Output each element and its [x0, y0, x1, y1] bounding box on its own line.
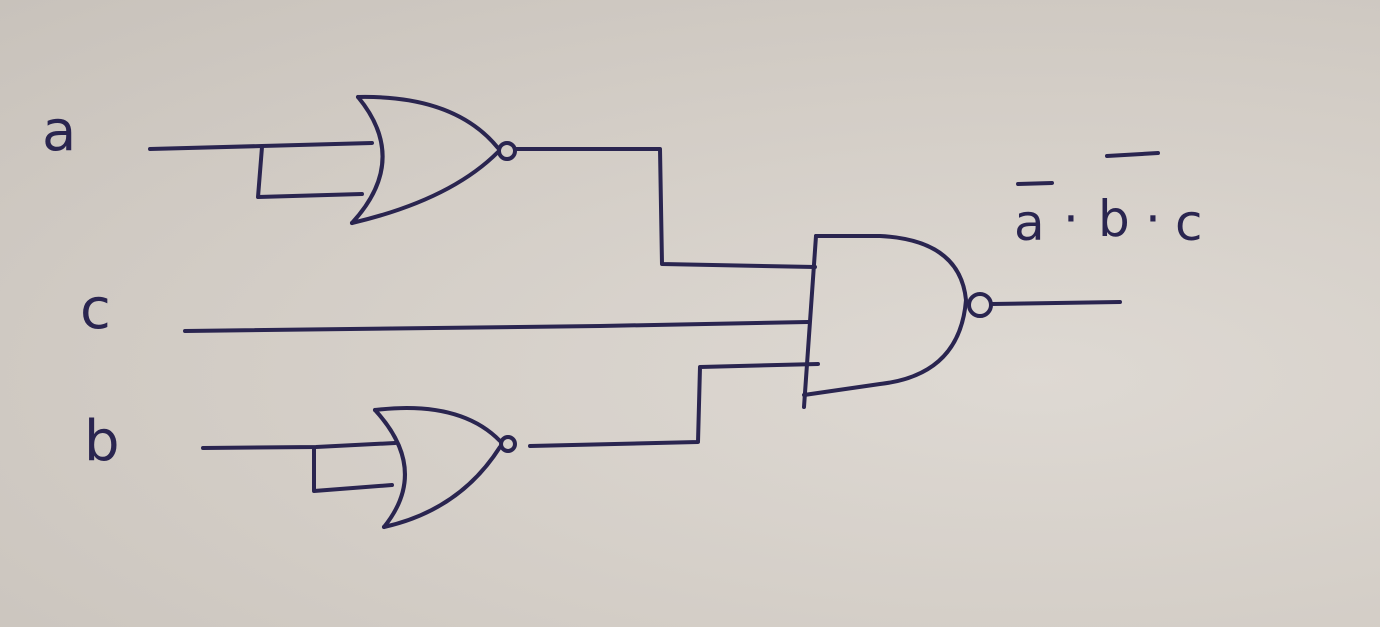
wire-a [148, 141, 374, 199]
nor-bottom-lower-curve [382, 445, 502, 529]
wire-c-to-nand [183, 320, 810, 333]
wire-a-to-nor-top-input2 [256, 145, 364, 199]
nand-body-curve [802, 234, 968, 397]
nand-gate [802, 234, 993, 409]
wire-nor-bottom-to-nand [528, 362, 820, 448]
wire-b-to-nor-bottom-input1 [201, 441, 397, 450]
nor-bottom-back-curve [373, 408, 407, 529]
expr-term-b: b [1098, 190, 1130, 248]
nor-gate-bottom [373, 406, 517, 529]
expr-dot-1: · [1063, 190, 1079, 248]
input-label-b: b [84, 409, 120, 474]
expr-term-c: c [1175, 194, 1203, 252]
nor-top-upper-curve [356, 94, 500, 150]
nor-bottom-upper-curve [373, 406, 502, 443]
wire-output [990, 300, 1122, 306]
overbar-a [1016, 181, 1054, 186]
nand-bubble [967, 292, 993, 318]
nor-bottom-bubble [499, 435, 517, 453]
wire-b [201, 441, 397, 493]
input-label-c: c [80, 277, 111, 342]
nand-back-edge [802, 234, 818, 409]
nor-top-bubble [497, 141, 517, 161]
overbar-b [1105, 151, 1160, 158]
wire-b-to-nor-bottom-input2 [312, 447, 394, 493]
nor-top-back-curve [350, 95, 385, 225]
expr-term-a: a [1014, 194, 1045, 252]
output-expression: a · b · c [1014, 151, 1203, 252]
wire-nor-top-to-nand [513, 147, 817, 269]
nor-top-lower-curve [350, 150, 500, 225]
expr-dot-2: · [1145, 190, 1161, 248]
nor-gate-top [350, 94, 517, 225]
input-label-a: a [42, 99, 76, 164]
